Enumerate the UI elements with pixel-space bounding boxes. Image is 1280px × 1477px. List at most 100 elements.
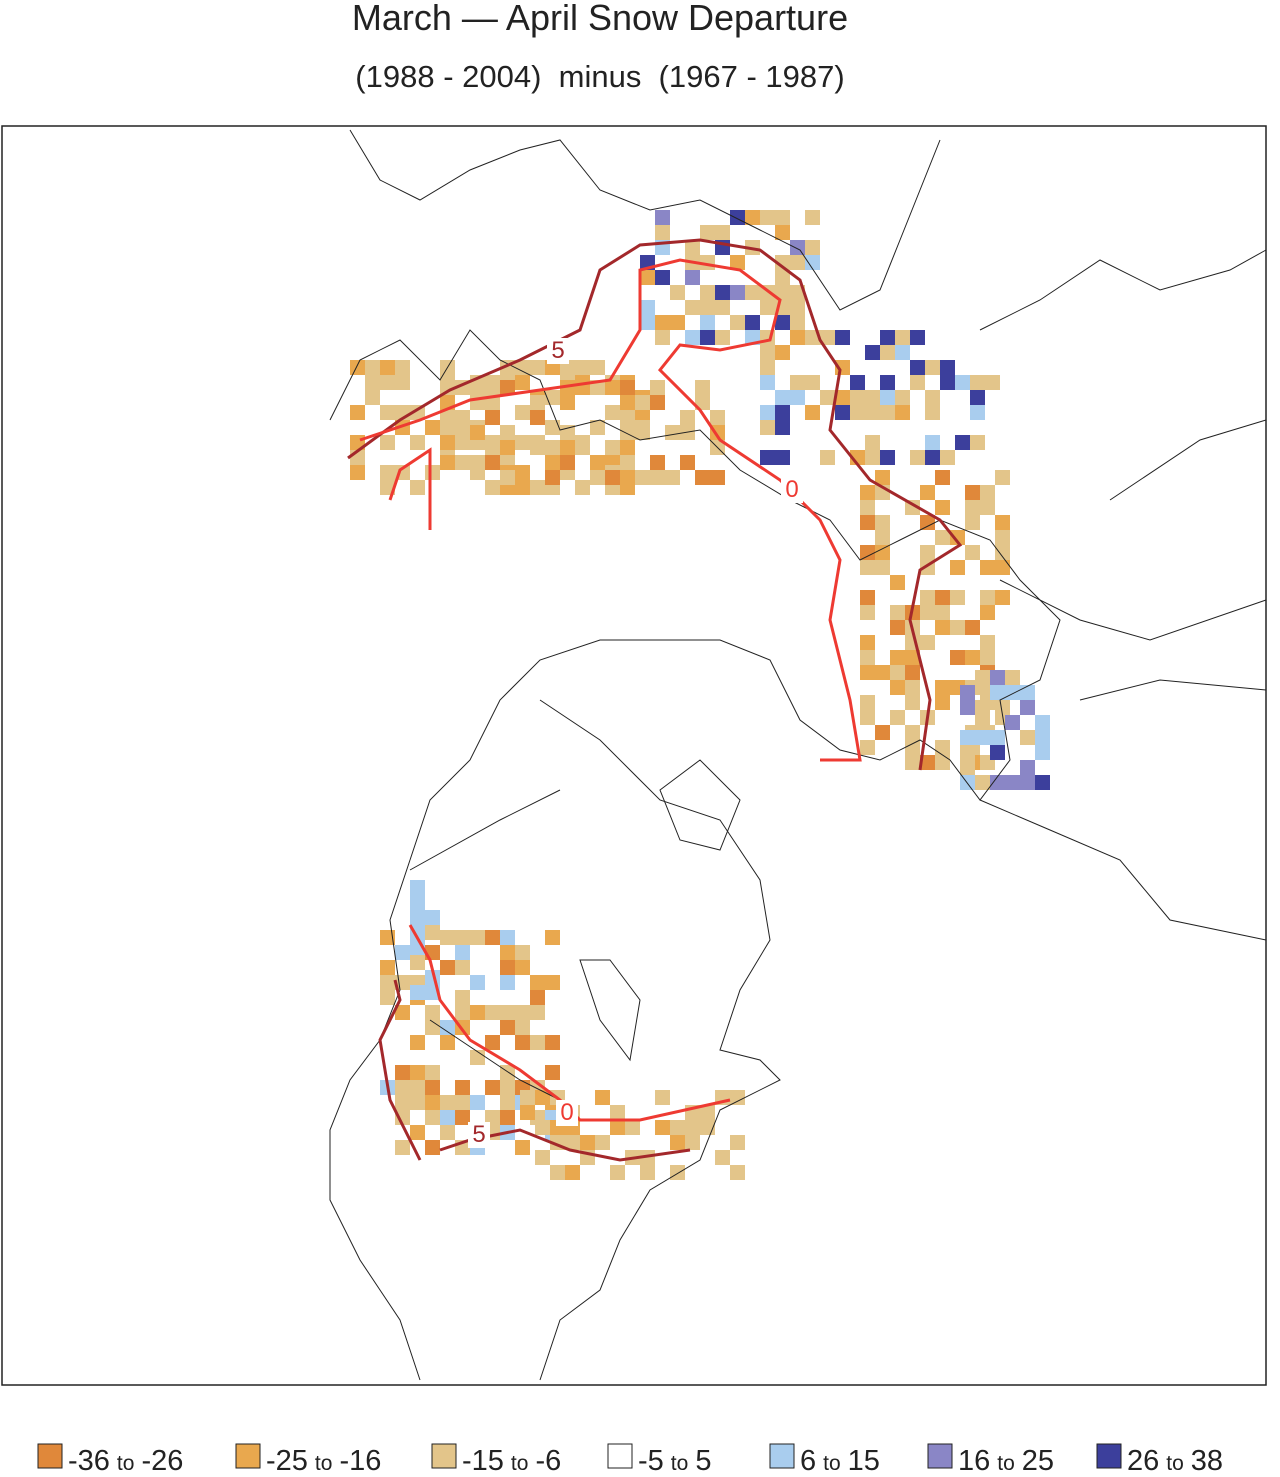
snow-cell [515, 480, 530, 495]
snow-cell [440, 435, 455, 450]
snow-cell [775, 420, 790, 435]
snow-cell [455, 425, 470, 440]
snow-cell [920, 635, 935, 650]
snow-cell [380, 480, 395, 495]
snow-cell [605, 405, 620, 420]
snow-cell [395, 375, 410, 390]
snow-cell [395, 1140, 410, 1155]
snow-cell [515, 405, 530, 420]
snow-cell [730, 1165, 745, 1180]
snow-cell [565, 1135, 580, 1150]
legend-value: -5 [638, 1445, 664, 1472]
snow-cell [970, 390, 985, 405]
snow-cell [500, 1110, 515, 1125]
snow-cell [995, 545, 1010, 560]
legend-joiner: to [823, 1452, 841, 1472]
snow-cell [470, 455, 485, 470]
snow-cell [530, 440, 545, 455]
snow-cell [485, 930, 500, 945]
snow-cell [485, 455, 500, 470]
snow-cell [545, 1065, 560, 1080]
snow-cell [1035, 730, 1050, 745]
snow-cell [485, 375, 500, 390]
snow-cell [850, 405, 865, 420]
snow-cell [875, 545, 890, 560]
snow-cell [910, 360, 925, 375]
snow-cell [860, 485, 875, 500]
snow-cell [940, 360, 955, 375]
snow-cell [670, 1120, 685, 1135]
snow-cell [775, 210, 790, 225]
snow-cell [410, 895, 425, 910]
snow-cell [880, 450, 895, 465]
snow-cell [875, 725, 890, 740]
snow-cell [935, 740, 950, 755]
snow-cell [530, 975, 545, 990]
snow-cell [515, 1020, 530, 1035]
snow-cell [730, 255, 745, 270]
snow-cell [730, 1135, 745, 1150]
snow-cell [860, 590, 875, 605]
snow-cell [975, 715, 990, 730]
snow-cell [500, 975, 515, 990]
snow-cell [425, 910, 440, 925]
snow-cell [655, 270, 670, 285]
snow-cell [670, 1135, 685, 1150]
snow-cell [760, 420, 775, 435]
snow-cell [515, 360, 530, 375]
snow-cell [995, 560, 1010, 575]
snow-cell [1005, 775, 1020, 790]
snow-cell [935, 620, 950, 635]
snow-cell [950, 590, 965, 605]
snow-cell [700, 285, 715, 300]
snow-cell [610, 1165, 625, 1180]
snow-cell [790, 390, 805, 405]
snow-cell [820, 450, 835, 465]
snow-cell [650, 455, 665, 470]
snow-cell [620, 440, 635, 455]
snow-cell [990, 745, 1005, 760]
snow-cell [655, 1090, 670, 1105]
snow-cell [470, 425, 485, 440]
snow-cell [940, 450, 955, 465]
legend-swatch [37, 1443, 63, 1469]
snow-cell [980, 500, 995, 515]
snow-cell [865, 390, 880, 405]
snow-cell [1035, 745, 1050, 760]
snow-cell [950, 620, 965, 635]
snow-cell [890, 710, 905, 725]
legend-label: 16 to 25 [958, 1445, 1054, 1472]
snow-cell [440, 930, 455, 945]
legend-value: 6 [800, 1445, 816, 1472]
snow-cell [790, 315, 805, 330]
snow-cell [905, 680, 920, 695]
snow-cell [590, 360, 605, 375]
snow-cell [455, 1110, 470, 1125]
legend-label: 6 to 15 [800, 1445, 880, 1472]
snow-cell [500, 1020, 515, 1035]
snow-cell [700, 300, 715, 315]
snow-cell [865, 450, 880, 465]
snow-cell [535, 1120, 550, 1135]
snow-cell [425, 1140, 440, 1155]
legend-label: -5 to 5 [638, 1445, 711, 1472]
snow-cell [455, 455, 470, 470]
snow-cell [1035, 775, 1050, 790]
snow-cell [700, 1105, 715, 1120]
snow-cell [935, 605, 950, 620]
snow-cell [485, 1005, 500, 1020]
contour-line [359, 258, 862, 762]
snow-cell [410, 1080, 425, 1095]
snow-cell [410, 1035, 425, 1050]
snow-cell [380, 375, 395, 390]
snow-cell [440, 380, 455, 395]
snow-cell [580, 1135, 595, 1150]
snow-cell [880, 390, 895, 405]
snow-cell [515, 1035, 530, 1050]
snow-cell [590, 420, 605, 435]
legend-value: 26 [1127, 1445, 1159, 1472]
snow-cell [515, 375, 530, 390]
snow-cell [775, 390, 790, 405]
snow-cell [515, 1140, 530, 1155]
